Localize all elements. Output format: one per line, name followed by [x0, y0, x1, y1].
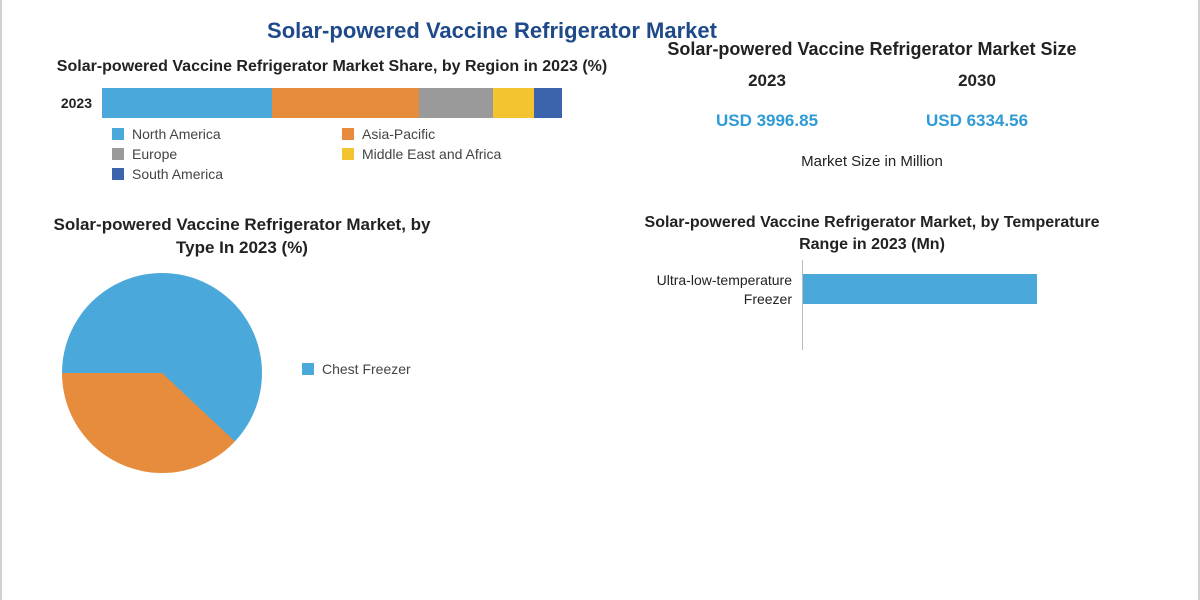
legend-swatch — [302, 363, 314, 375]
type-pie-legend: Chest Freezer — [302, 361, 411, 385]
legend-swatch — [342, 128, 354, 140]
right-column: Solar-powered Vaccine Refrigerator Marke… — [622, 52, 1142, 473]
region-seg-2 — [419, 88, 493, 118]
region-legend-item-1: Asia-Pacific — [342, 126, 572, 142]
type-pie-chart — [62, 273, 262, 473]
temp-range-title: Solar-powered Vaccine Refrigerator Marke… — [632, 212, 1112, 255]
market-size-year-0: 2023 — [677, 71, 857, 91]
legend-label: North America — [132, 126, 221, 142]
legend-label: Chest Freezer — [322, 361, 411, 377]
legend-swatch — [112, 148, 124, 160]
temp-range-row: Ultra-low-temperature Freezer — [632, 270, 1112, 310]
region-seg-0 — [102, 88, 272, 118]
market-size-title: Solar-powered Vaccine Refrigerator Marke… — [632, 38, 1112, 61]
bottom-fade — [2, 570, 1198, 600]
legend-label: South America — [132, 166, 223, 182]
market-size-years: 2023 2030 — [632, 71, 1112, 91]
region-seg-4 — [534, 88, 562, 118]
region-share-row: 2023 — [52, 88, 612, 118]
left-column: Solar-powered Vaccine Refrigerator Marke… — [22, 52, 622, 473]
region-share-legend: North America Asia-Pacific Europe Middle Ea… — [112, 126, 572, 186]
region-share-title: Solar-powered Vaccine Refrigerator Marke… — [52, 56, 612, 78]
temp-range-bar-label: Ultra-low-temperature Freezer — [632, 271, 802, 307]
market-size-unit: Market Size in Million — [632, 153, 1112, 170]
region-share-year-label: 2023 — [52, 95, 102, 111]
type-legend-item-0: Chest Freezer — [302, 361, 411, 377]
temp-range-plot — [802, 270, 1102, 310]
market-size-value-1: USD 6334.56 — [887, 111, 1067, 131]
region-legend-item-3: Middle East and Africa — [342, 146, 572, 162]
content-grid: Solar-powered Vaccine Refrigerator Marke… — [2, 52, 1198, 473]
legend-label: Middle East and Africa — [362, 146, 501, 162]
legend-label: Asia-Pacific — [362, 126, 435, 142]
region-seg-3 — [493, 88, 534, 118]
market-size-values: USD 3996.85 USD 6334.56 — [632, 111, 1112, 131]
type-pie-wrap: Chest Freezer — [52, 273, 612, 473]
market-size-value-0: USD 3996.85 — [677, 111, 857, 131]
temp-range-bar — [803, 274, 1037, 304]
legend-swatch — [112, 128, 124, 140]
region-share-bar — [102, 88, 562, 118]
legend-swatch — [342, 148, 354, 160]
region-seg-1 — [272, 88, 419, 118]
legend-swatch — [112, 168, 124, 180]
legend-label: Europe — [132, 146, 177, 162]
type-pie-title: Solar-powered Vaccine Refrigerator Marke… — [52, 214, 432, 260]
region-legend-item-4: South America — [112, 166, 342, 182]
market-size-year-1: 2030 — [887, 71, 1067, 91]
region-legend-item-2: Europe — [112, 146, 342, 162]
region-legend-item-0: North America — [112, 126, 342, 142]
